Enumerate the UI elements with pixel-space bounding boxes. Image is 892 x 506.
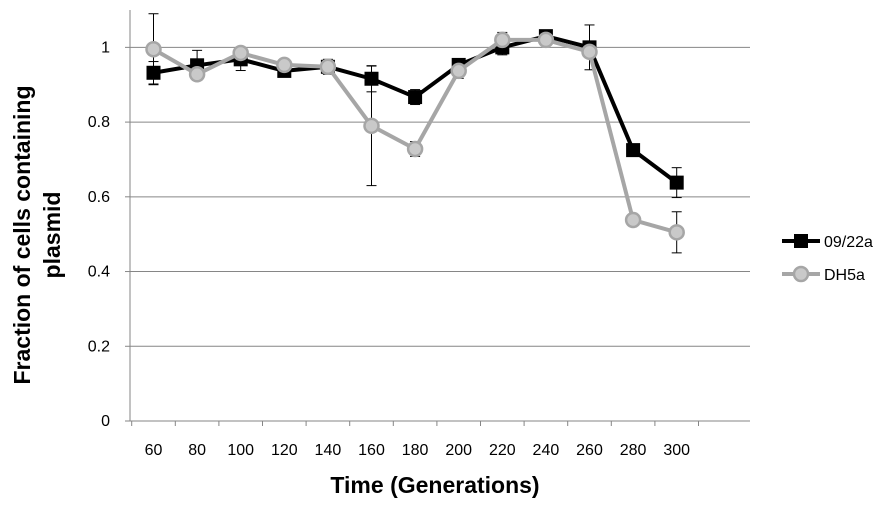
data-point xyxy=(364,71,379,86)
data-point xyxy=(406,140,424,158)
x-axis-title: Time (Generations) xyxy=(330,472,539,498)
y-axis-title-line: Fraction of cells containing xyxy=(9,85,35,384)
data-point xyxy=(581,43,598,61)
x-tick-label: 300 xyxy=(663,442,690,459)
y-axis-title: Fraction of cells containing plasmid xyxy=(9,85,65,384)
data-point xyxy=(626,143,641,158)
legend-marker xyxy=(794,234,808,248)
legend-marker xyxy=(792,265,810,283)
y-axis-title-line: plasmid xyxy=(39,192,65,279)
series-layer xyxy=(145,29,685,241)
data-point xyxy=(363,117,380,135)
legend-label: 09/22a xyxy=(824,234,873,251)
data-point xyxy=(450,62,467,80)
y-tick-label: 1 xyxy=(101,39,110,56)
data-point xyxy=(146,65,161,80)
x-tick-label: 220 xyxy=(489,442,516,459)
data-point xyxy=(319,58,337,76)
x-tick-label: 240 xyxy=(533,442,560,459)
data-point xyxy=(669,175,684,190)
gridlines xyxy=(130,46,750,347)
y-tick-label: 0.4 xyxy=(88,264,110,281)
x-tick-label: 60 xyxy=(145,442,163,459)
data-point xyxy=(188,66,206,83)
x-tick-label: 120 xyxy=(271,442,298,459)
data-point xyxy=(145,40,162,58)
data-point xyxy=(494,31,511,49)
x-tick-label: 160 xyxy=(358,442,385,459)
y-tick-label: 0.6 xyxy=(88,189,110,206)
y-tick-label: 0.2 xyxy=(88,338,110,355)
data-point xyxy=(537,31,555,49)
y-tick-label: 0.8 xyxy=(88,114,110,131)
axes xyxy=(125,10,750,426)
error-bars xyxy=(148,13,682,254)
x-tick-label: 280 xyxy=(620,442,647,459)
x-tick-label: 260 xyxy=(576,442,603,459)
x-tick-label: 180 xyxy=(402,442,429,459)
x-tick-label: 100 xyxy=(227,442,254,459)
legend-label: DH5a xyxy=(824,267,865,284)
data-point xyxy=(276,56,293,74)
data-point xyxy=(232,44,249,62)
x-tick-label: 80 xyxy=(188,442,206,459)
data-point xyxy=(668,224,685,241)
y-tick-label: 0 xyxy=(101,413,110,430)
legend: 09/22a DH5a xyxy=(782,234,873,284)
data-point xyxy=(408,90,423,105)
x-tick-label: 200 xyxy=(445,442,472,459)
x-tick-label: 140 xyxy=(315,442,342,459)
data-point xyxy=(624,211,642,229)
